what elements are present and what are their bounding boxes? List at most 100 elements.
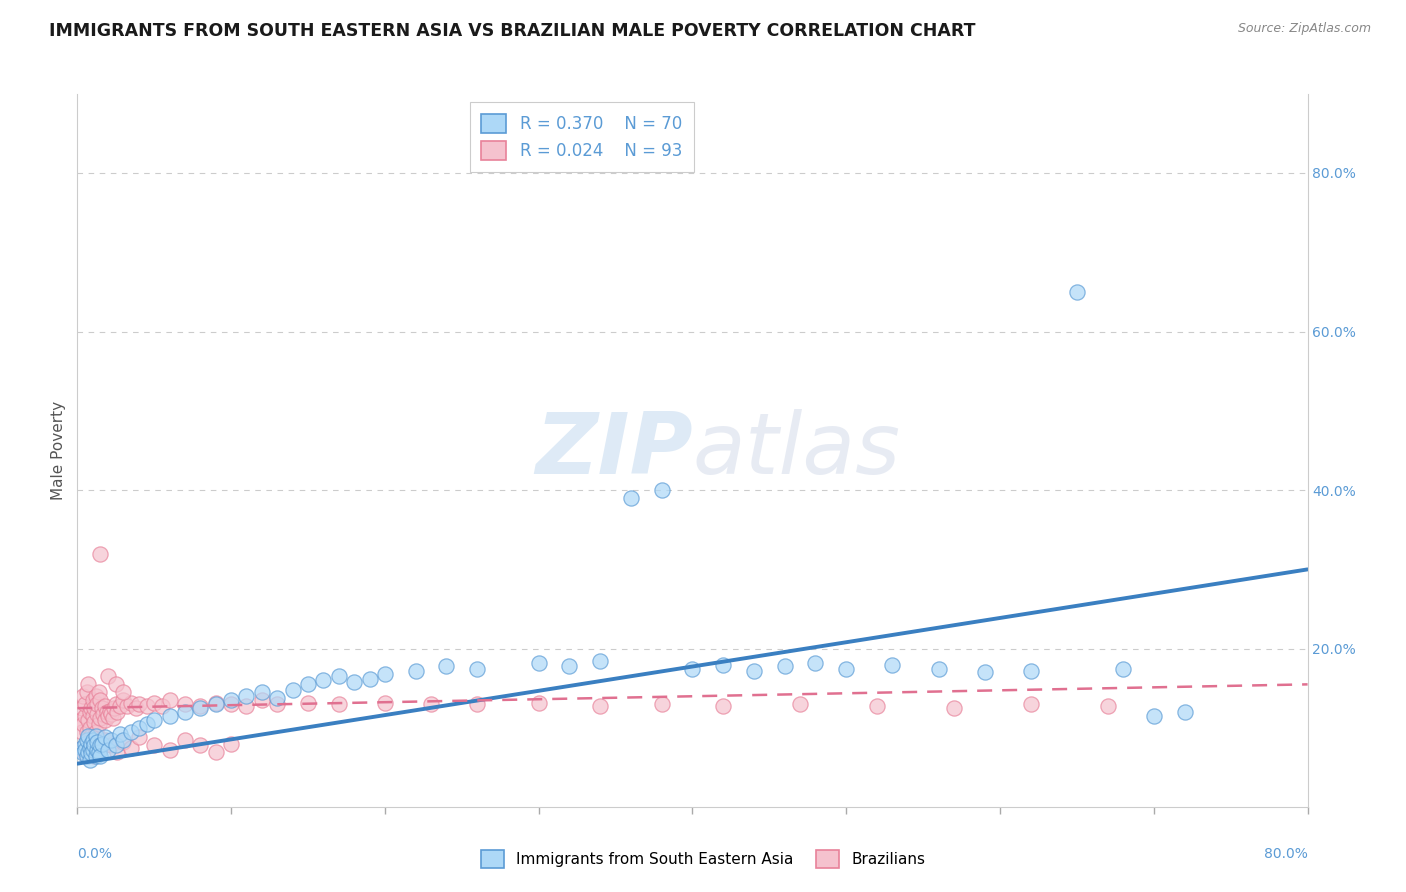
Point [436, 659, 458, 673]
Point [73, 709, 96, 723]
Point [76, 725, 98, 739]
Point [77, 745, 100, 759]
Point [266, 697, 288, 711]
Point [100, 739, 122, 753]
Point [89, 748, 111, 763]
Point [235, 690, 257, 704]
Point [343, 675, 366, 690]
Point [1066, 285, 1088, 299]
Point [204, 696, 226, 710]
Point [104, 697, 127, 711]
Point [174, 705, 197, 719]
Point [112, 732, 135, 747]
Point [882, 657, 904, 672]
Legend: Immigrants from South Eastern Asia, Brazilians: Immigrants from South Eastern Asia, Braz… [475, 844, 931, 873]
Point [80, 701, 103, 715]
Point [76, 748, 98, 763]
Point [89, 739, 111, 753]
Point [89, 547, 111, 561]
Point [69, 713, 91, 727]
Point [219, 693, 242, 707]
Point [105, 745, 128, 759]
Point [110, 727, 132, 741]
Point [128, 731, 150, 745]
Point [86, 737, 108, 751]
Point [115, 698, 138, 713]
Point [70, 740, 93, 755]
Point [235, 698, 257, 713]
Point [188, 739, 212, 753]
Point [328, 697, 350, 711]
Point [89, 711, 111, 725]
Point [773, 659, 796, 673]
Point [527, 696, 550, 710]
Point [297, 696, 319, 710]
Point [120, 725, 142, 739]
Point [82, 693, 104, 707]
Point [80, 729, 103, 743]
Point [120, 696, 142, 710]
Point [1097, 698, 1119, 713]
Text: IMMIGRANTS FROM SOUTH EASTERN ASIA VS BRAZILIAN MALE POVERTY CORRELATION CHART: IMMIGRANTS FROM SOUTH EASTERN ASIA VS BR… [49, 22, 976, 40]
Point [866, 698, 889, 713]
Point [219, 737, 242, 751]
Point [79, 721, 101, 735]
Point [70, 701, 93, 715]
Point [1112, 661, 1135, 675]
Point [835, 661, 858, 675]
Point [682, 661, 704, 675]
Point [79, 705, 101, 719]
Point [104, 739, 127, 753]
Point [72, 747, 94, 761]
Legend: R = 0.370    N = 70, R = 0.024    N = 93: R = 0.370 N = 70, R = 0.024 N = 93 [470, 102, 693, 172]
Point [97, 709, 120, 723]
Point [942, 701, 965, 715]
Point [174, 732, 197, 747]
Point [374, 667, 396, 681]
Point [104, 677, 127, 691]
Y-axis label: Male Poverty: Male Poverty [51, 401, 66, 500]
Point [72, 690, 94, 704]
Point [80, 747, 103, 761]
Point [77, 677, 100, 691]
Point [76, 685, 98, 699]
Point [82, 732, 104, 747]
Point [96, 705, 118, 719]
Point [1143, 709, 1166, 723]
Point [527, 656, 550, 670]
Point [76, 732, 98, 747]
Point [128, 697, 150, 711]
Point [110, 698, 132, 713]
Point [420, 697, 443, 711]
Point [80, 740, 103, 755]
Point [558, 659, 581, 673]
Point [103, 701, 125, 715]
Point [174, 697, 197, 711]
Point [82, 743, 104, 757]
Point [928, 661, 950, 675]
Point [266, 690, 288, 705]
Point [86, 706, 108, 721]
Point [135, 717, 157, 731]
Point [90, 701, 114, 715]
Point [112, 685, 135, 699]
Point [73, 697, 96, 711]
Point [70, 740, 93, 755]
Text: atlas: atlas [693, 409, 900, 492]
Point [83, 701, 105, 715]
Text: Source: ZipAtlas.com: Source: ZipAtlas.com [1237, 22, 1371, 36]
Point [125, 701, 148, 715]
Point [159, 693, 181, 707]
Point [589, 654, 612, 668]
Point [711, 698, 734, 713]
Point [77, 713, 100, 727]
Point [159, 743, 181, 757]
Point [84, 725, 107, 739]
Text: 0.0%: 0.0% [77, 847, 112, 861]
Point [77, 735, 100, 749]
Point [86, 735, 108, 749]
Point [94, 732, 117, 747]
Point [84, 729, 107, 743]
Point [93, 706, 115, 721]
Point [77, 729, 100, 743]
